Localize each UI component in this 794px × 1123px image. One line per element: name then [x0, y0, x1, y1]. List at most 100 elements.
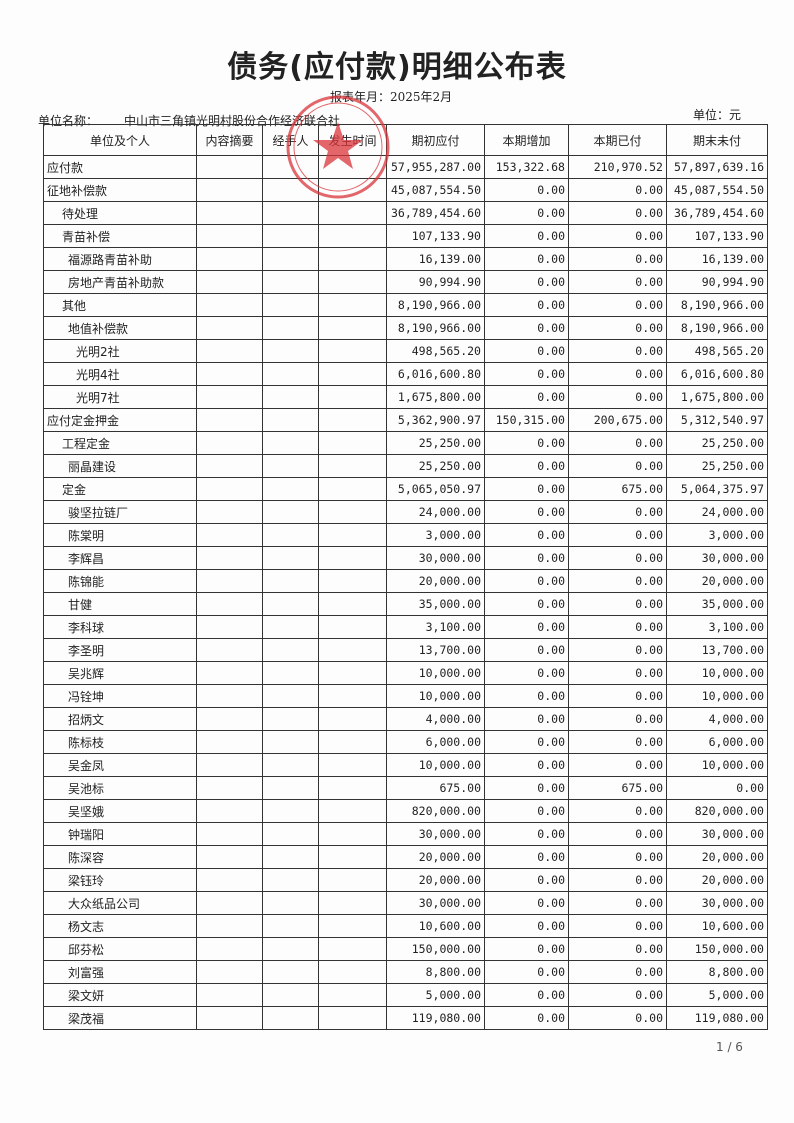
paid-amount: 0.00 — [568, 730, 667, 754]
date-cell — [318, 638, 387, 662]
date-cell — [318, 247, 387, 271]
date-cell — [318, 776, 387, 800]
entity-name: 冯铨坤 — [43, 684, 197, 708]
closing-amount: 10,600.00 — [666, 914, 768, 938]
increase-amount: 0.00 — [484, 776, 569, 800]
increase-amount: 0.00 — [484, 523, 569, 547]
summary-cell — [196, 937, 263, 961]
table-row: 刘富强 8,800.00 0.00 0.00 8,800.00 — [43, 960, 768, 984]
entity-name: 光明2社 — [43, 339, 197, 363]
closing-amount: 8,190,966.00 — [666, 316, 768, 340]
paid-amount: 0.00 — [568, 799, 667, 823]
entity-name: 李科球 — [43, 615, 197, 639]
entity-name: 丽晶建设 — [43, 454, 197, 478]
increase-amount: 0.00 — [484, 661, 569, 685]
date-cell — [318, 592, 387, 616]
summary-cell — [196, 684, 263, 708]
handler-cell — [262, 592, 319, 616]
date-cell — [318, 523, 387, 547]
increase-amount: 0.00 — [484, 385, 569, 409]
summary-cell — [196, 592, 263, 616]
closing-amount: 16,139.00 — [666, 247, 768, 271]
increase-amount: 0.00 — [484, 638, 569, 662]
entity-name: 杨文志 — [43, 914, 197, 938]
date-cell — [318, 845, 387, 869]
closing-amount: 1,675,800.00 — [666, 385, 768, 409]
table-row: 梁钰玲 20,000.00 0.00 0.00 20,000.00 — [43, 868, 768, 892]
paid-amount: 0.00 — [568, 868, 667, 892]
increase-amount: 150,315.00 — [484, 408, 569, 432]
closing-amount: 498,565.20 — [666, 339, 768, 363]
closing-amount: 5,000.00 — [666, 983, 768, 1007]
increase-amount: 0.00 — [484, 477, 569, 501]
table-row: 吴池标 675.00 0.00 675.00 0.00 — [43, 776, 768, 800]
date-cell — [318, 1006, 387, 1030]
opening-amount: 30,000.00 — [386, 822, 485, 846]
handler-cell — [262, 569, 319, 593]
date-cell — [318, 339, 387, 363]
increase-amount: 0.00 — [484, 500, 569, 524]
official-seal-icon — [286, 95, 390, 199]
paid-amount: 0.00 — [568, 454, 667, 478]
increase-amount: 0.00 — [484, 339, 569, 363]
entity-name: 梁文妍 — [43, 983, 197, 1007]
date-cell — [318, 707, 387, 731]
paid-amount: 0.00 — [568, 707, 667, 731]
entity-name: 定金 — [43, 477, 197, 501]
summary-cell — [196, 339, 263, 363]
opening-amount: 8,190,966.00 — [386, 293, 485, 317]
increase-amount: 0.00 — [484, 316, 569, 340]
closing-amount: 20,000.00 — [666, 868, 768, 892]
summary-cell — [196, 247, 263, 271]
entity-name: 吴金凤 — [43, 753, 197, 777]
col-increase: 本期增加 — [484, 124, 569, 156]
summary-cell — [196, 822, 263, 846]
date-cell — [318, 477, 387, 501]
date-cell — [318, 730, 387, 754]
opening-amount: 8,800.00 — [386, 960, 485, 984]
summary-cell — [196, 868, 263, 892]
paid-amount: 0.00 — [568, 201, 667, 225]
handler-cell — [262, 270, 319, 294]
summary-cell — [196, 155, 263, 179]
closing-amount: 25,250.00 — [666, 431, 768, 455]
table-row: 骏坚拉链厂 24,000.00 0.00 0.00 24,000.00 — [43, 500, 768, 524]
summary-cell — [196, 408, 263, 432]
entity-name: 地值补偿款 — [43, 316, 197, 340]
date-cell — [318, 799, 387, 823]
col-closing: 期末未付 — [666, 124, 768, 156]
date-cell — [318, 937, 387, 961]
closing-amount: 10,000.00 — [666, 661, 768, 685]
entity-name: 李辉昌 — [43, 546, 197, 570]
date-cell — [318, 293, 387, 317]
increase-amount: 0.00 — [484, 293, 569, 317]
opening-amount: 4,000.00 — [386, 707, 485, 731]
paid-amount: 200,675.00 — [568, 408, 667, 432]
increase-amount: 0.00 — [484, 247, 569, 271]
opening-amount: 10,600.00 — [386, 914, 485, 938]
increase-amount: 153,322.68 — [484, 155, 569, 179]
summary-cell — [196, 178, 263, 202]
opening-amount: 36,789,454.60 — [386, 201, 485, 225]
handler-cell — [262, 500, 319, 524]
table-row: 应付定金押金 5,362,900.97 150,315.00 200,675.00 5,… — [43, 408, 768, 432]
closing-amount: 0.00 — [666, 776, 768, 800]
opening-amount: 57,955,287.00 — [386, 155, 485, 179]
summary-cell — [196, 454, 263, 478]
increase-amount: 0.00 — [484, 822, 569, 846]
entity-name: 梁茂福 — [43, 1006, 197, 1030]
summary-cell — [196, 891, 263, 915]
paid-amount: 0.00 — [568, 661, 667, 685]
opening-amount: 25,250.00 — [386, 454, 485, 478]
date-cell — [318, 362, 387, 386]
entity-name: 梁钰玲 — [43, 868, 197, 892]
summary-cell — [196, 316, 263, 340]
date-cell — [318, 408, 387, 432]
paid-amount: 0.00 — [568, 822, 667, 846]
summary-cell — [196, 799, 263, 823]
paid-amount: 0.00 — [568, 500, 667, 524]
entity-name: 工程定金 — [43, 431, 197, 455]
date-cell — [318, 661, 387, 685]
table-row: 应付款 57,955,287.00 153,322.68 210,970.52 57,8… — [43, 155, 768, 179]
increase-amount: 0.00 — [484, 845, 569, 869]
